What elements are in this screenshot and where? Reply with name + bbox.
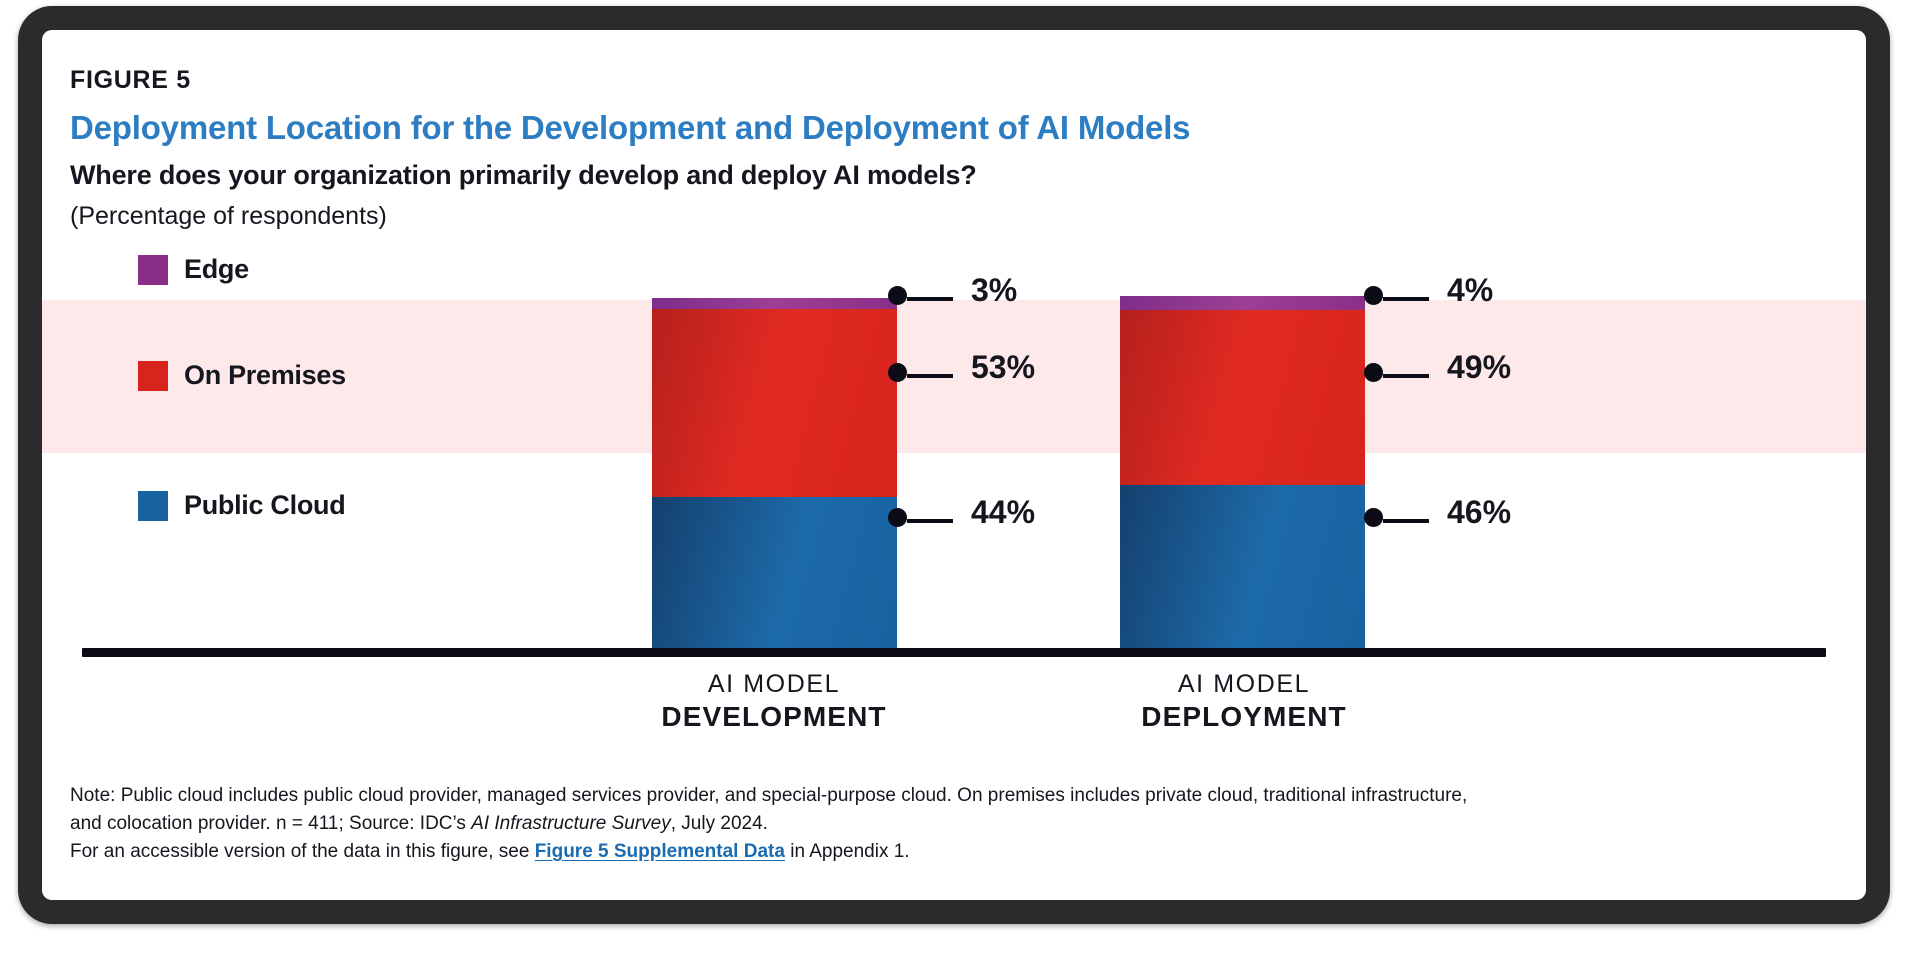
- legend-label-public-cloud: Public Cloud: [184, 490, 346, 520]
- axis-label-development-line1: AI MODEL: [707, 670, 841, 698]
- figure-card: FIGURE 5 Deployment Location for the Dev…: [42, 30, 1866, 900]
- figure-title: Deployment Location for the Development …: [70, 109, 1191, 146]
- legend-item-edge: Edge: [138, 254, 249, 285]
- bar-development: [652, 298, 897, 652]
- axis-label-deployment-line1: AI MODEL: [1177, 670, 1311, 698]
- footnote-note-text: Note: Public cloud includes public cloud…: [70, 785, 1468, 806]
- callout-line: [907, 519, 953, 523]
- footnote-source-title: AI Infrastructure Survey: [471, 813, 671, 834]
- chart-plot-area: Edge On Premises Public Cloud: [42, 242, 1866, 652]
- legend-swatch-public-cloud: [138, 490, 168, 521]
- axis-baseline: [82, 648, 1826, 657]
- callout-line: [1383, 519, 1429, 523]
- bar-segment-deployment-on-premises: [1120, 310, 1365, 485]
- footnotes: Note: Public cloud includes public cloud…: [70, 782, 1830, 866]
- callout-dot-icon: [1364, 508, 1383, 527]
- axis-label-development-line2: DEVELOPMENT: [661, 701, 887, 732]
- footnote-source-suffix: , July 2024.: [670, 813, 768, 834]
- bar-segment-development-on-premises: [652, 309, 897, 497]
- bar-segment-deployment-public-cloud: [1120, 485, 1365, 652]
- footnote-accessible-prefix: For an accessible version of the data in…: [70, 841, 535, 862]
- axis-label-deployment: AI MODEL DEPLOYMENT: [1064, 670, 1424, 733]
- supplemental-data-link[interactable]: Figure 5 Supplemental Data: [534, 841, 785, 862]
- value-development-public-cloud: 44%: [971, 493, 1036, 530]
- figure-subtitle: Where does your organization primarily d…: [70, 160, 977, 190]
- bar-segment-development-edge: [652, 298, 897, 309]
- axis-label-development: AI MODEL DEVELOPMENT: [594, 670, 954, 733]
- footnote-source-prefix: and colocation provider. n = 411; Source…: [70, 813, 472, 834]
- footnote-line-3: For an accessible version of the data in…: [70, 838, 1830, 866]
- axis-label-deployment-line2: DEPLOYMENT: [1141, 701, 1347, 732]
- legend-item-on-premises: On Premises: [138, 360, 346, 391]
- legend-label-on-premises: On Premises: [184, 360, 346, 390]
- legend-swatch-on-premises: [138, 360, 168, 391]
- value-deployment-public-cloud: 46%: [1447, 493, 1512, 530]
- legend-label-edge: Edge: [184, 254, 249, 284]
- device-bezel: FIGURE 5 Deployment Location for the Dev…: [18, 6, 1890, 924]
- legend-swatch-edge: [138, 254, 168, 285]
- bar-segment-development-public-cloud: [652, 497, 897, 652]
- bar-segment-deployment-edge: [1120, 296, 1365, 310]
- bar-deployment: [1120, 296, 1365, 652]
- legend-item-public-cloud: Public Cloud: [138, 490, 346, 521]
- footnote-line-1: Note: Public cloud includes public cloud…: [70, 782, 1830, 810]
- on-premises-highlight-band: [42, 300, 1866, 453]
- footnote-line-2: and colocation provider. n = 411; Source…: [70, 810, 1830, 838]
- footnote-accessible-suffix: in Appendix 1.: [784, 841, 910, 862]
- figure-units-label: (Percentage of respondents): [70, 202, 387, 230]
- figure-eyebrow: FIGURE 5: [70, 66, 191, 94]
